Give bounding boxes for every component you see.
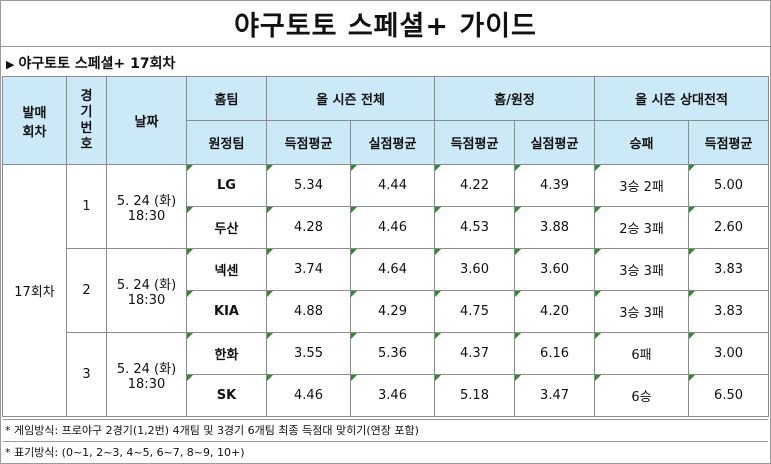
- season-scored: 5.34: [266, 164, 351, 207]
- season-allowed: 3.46: [349, 374, 436, 417]
- header-ha-scored: 득점평균: [434, 120, 516, 165]
- header-head-to-head: 올 시즌 상대전적: [594, 76, 770, 121]
- record: 3승 2패: [594, 164, 690, 207]
- h2h-scored: 6.50: [688, 374, 770, 417]
- table-row: KIA 4.88 4.29 4.75 4.20 3승 3패 3.83: [3, 290, 770, 333]
- season-scored: 3.55: [266, 332, 351, 375]
- season-allowed: 4.46: [349, 206, 436, 249]
- record: 3승 3패: [594, 248, 690, 291]
- h2h-scored: 3.83: [688, 248, 770, 291]
- ha-allowed: 3.60: [514, 248, 596, 291]
- header-date: 날짜: [106, 76, 187, 165]
- ha-allowed: 4.20: [514, 290, 596, 333]
- ha-scored: 4.53: [434, 206, 516, 249]
- triangle-right-icon: ▶: [6, 58, 15, 71]
- stats-table: 발매 회차 경 기 번 호 날짜 홈팀 올 시즌 전체 홈/원정 올 시즌 상대…: [2, 76, 770, 417]
- season-scored: 4.28: [266, 206, 351, 249]
- table-row: 17회차 1 5. 24 (화) 18:30 LG 5.34 4.44 4.22 …: [2, 164, 770, 417]
- title-divider: [0, 46, 771, 47]
- ha-allowed: 6.16: [514, 332, 596, 375]
- table-row: SK 4.46 3.46 5.18 3.47 6승 6.50: [3, 374, 770, 417]
- game-no-cell: 1: [66, 164, 107, 249]
- header-game-no: 경 기 번 호: [66, 76, 107, 165]
- ha-scored: 4.37: [434, 332, 516, 375]
- ha-scored: 4.75: [434, 290, 516, 333]
- game-no-cell: 2: [66, 248, 107, 333]
- date-cell: 5. 24 (화) 18:30: [106, 164, 187, 249]
- round-cell: 17회차: [2, 164, 67, 417]
- h2h-scored: 2.60: [688, 206, 770, 249]
- team-name: 한화: [186, 332, 267, 375]
- section-subtitle: ▶ 야구토토 스페셜+ 17회차: [6, 53, 175, 73]
- team-name: KIA: [186, 290, 267, 333]
- team-name: 넥센: [186, 248, 267, 291]
- season-scored: 4.46: [266, 374, 351, 417]
- table-row: 2 5. 24 (화) 18:30 넥센 3.74 4.64 3.60 3.60 …: [3, 248, 770, 333]
- ha-allowed: 3.88: [514, 206, 596, 249]
- team-name: 두산: [186, 206, 267, 249]
- record: 6승: [594, 374, 690, 417]
- table-row: 3 5. 24 (화) 18:30 한화 3.55 5.36 4.37 6.16 …: [3, 332, 770, 417]
- ha-allowed: 3.47: [514, 374, 596, 417]
- ha-scored: 5.18: [434, 374, 516, 417]
- season-allowed: 4.44: [349, 164, 436, 207]
- header-h2h-scored: 득점평균: [688, 120, 770, 165]
- record: 3승 3패: [594, 290, 690, 333]
- header-ha-allowed: 실점평균: [514, 120, 596, 165]
- h2h-scored: 3.00: [688, 332, 770, 375]
- header-season-scored: 득점평균: [266, 120, 351, 165]
- season-scored: 4.88: [266, 290, 351, 333]
- header-home-away: 홈/원정: [434, 76, 596, 121]
- page-title: 야구토토 스페셜+ 가이드: [234, 10, 537, 42]
- header-season-total: 올 시즌 전체: [265, 76, 436, 121]
- team-name: SK: [186, 374, 267, 417]
- header-win-loss: 승패: [594, 120, 690, 165]
- header-season-allowed: 실점평균: [349, 120, 436, 165]
- record: 2승 3패: [594, 206, 690, 249]
- header-round: 발매 회차: [2, 76, 67, 165]
- ha-scored: 3.60: [434, 248, 516, 291]
- note-game-method: * 게임방식: 프로야구 2경기(1,2번) 4개팀 및 3경기 6개팀 최종 …: [3, 419, 768, 441]
- team-name: LG: [186, 164, 267, 207]
- subtitle-text: 야구토토 스페셜+ 17회차: [18, 56, 176, 72]
- header-away-team: 원정팀: [186, 120, 267, 165]
- game-no-cell: 3: [66, 332, 107, 417]
- season-allowed: 4.64: [349, 248, 436, 291]
- date-cell: 5. 24 (화) 18:30: [106, 332, 187, 417]
- ha-allowed: 4.39: [514, 164, 596, 207]
- h2h-scored: 5.00: [688, 164, 770, 207]
- ha-scored: 4.22: [434, 164, 516, 207]
- season-scored: 3.74: [266, 248, 351, 291]
- notes-section: * 게임방식: 프로야구 2경기(1,2번) 4개팀 및 3경기 6개팀 최종 …: [3, 419, 768, 463]
- date-cell: 5. 24 (화) 18:30: [106, 248, 187, 333]
- note-notation: * 표기방식: (0~1, 2~3, 4~5, 6~7, 8~9, 10+): [3, 441, 768, 463]
- h2h-scored: 3.83: [688, 290, 770, 333]
- table-row: 두산 4.28 4.46 4.53 3.88 2승 3패 2.60: [3, 206, 770, 249]
- season-allowed: 4.29: [349, 290, 436, 333]
- record: 6패: [594, 332, 690, 375]
- season-allowed: 5.36: [349, 332, 436, 375]
- header-home-team: 홈팀: [186, 76, 267, 121]
